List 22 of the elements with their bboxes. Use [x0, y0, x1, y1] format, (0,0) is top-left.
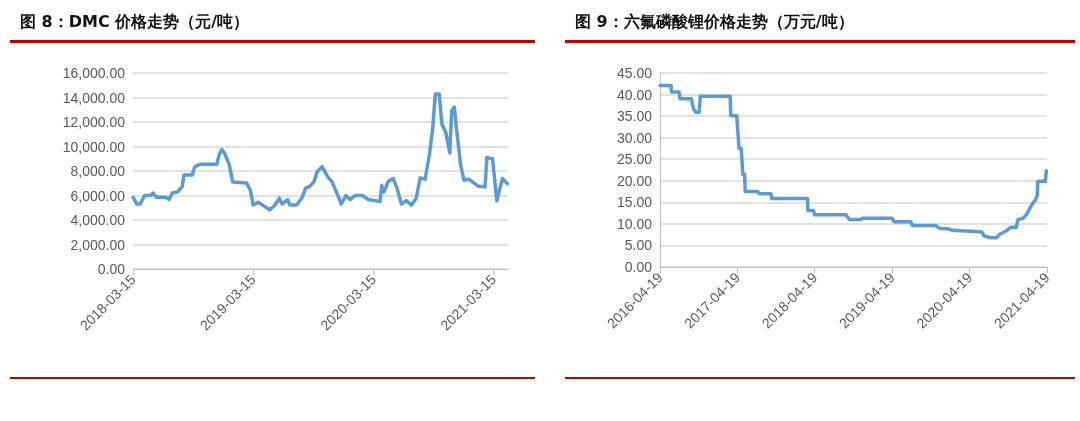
line-series [131, 92, 510, 212]
y-tick-label: 5.00 [624, 237, 653, 254]
y-tick-label: 0.00 [624, 259, 653, 275]
y-tick-label: 10,000.00 [62, 138, 126, 155]
chart-title: 图 8：DMC 价格走势（元/吨） [10, 0, 535, 43]
y-tick-label: 35.00 [616, 108, 653, 125]
y-tick-label: 10.00 [616, 215, 653, 232]
y-tick-label: 15.00 [616, 194, 653, 211]
y-tick-label: 0.00 [97, 261, 126, 277]
y-tick-label: 30.00 [616, 129, 653, 146]
y-tick-label: 20.00 [616, 172, 653, 189]
y-tick-label: 45.00 [616, 65, 653, 81]
y-tick-label: 4,000.00 [70, 212, 126, 228]
chart-title: 图 9：六氟磷酸锂价格走势（万元/吨） [565, 0, 1075, 43]
y-tick-label: 25.00 [616, 151, 653, 168]
y-tick-label: 16,000.00 [62, 65, 126, 81]
y-tick-label: 8,000.00 [70, 163, 126, 179]
y-tick-label: 12,000.00 [62, 114, 126, 130]
y-tick-label: 2,000.00 [70, 236, 126, 253]
y-tick-label: 14,000.00 [62, 89, 126, 106]
y-tick-label: 40.00 [616, 86, 653, 103]
y-tick-label: 6,000.00 [70, 187, 126, 204]
